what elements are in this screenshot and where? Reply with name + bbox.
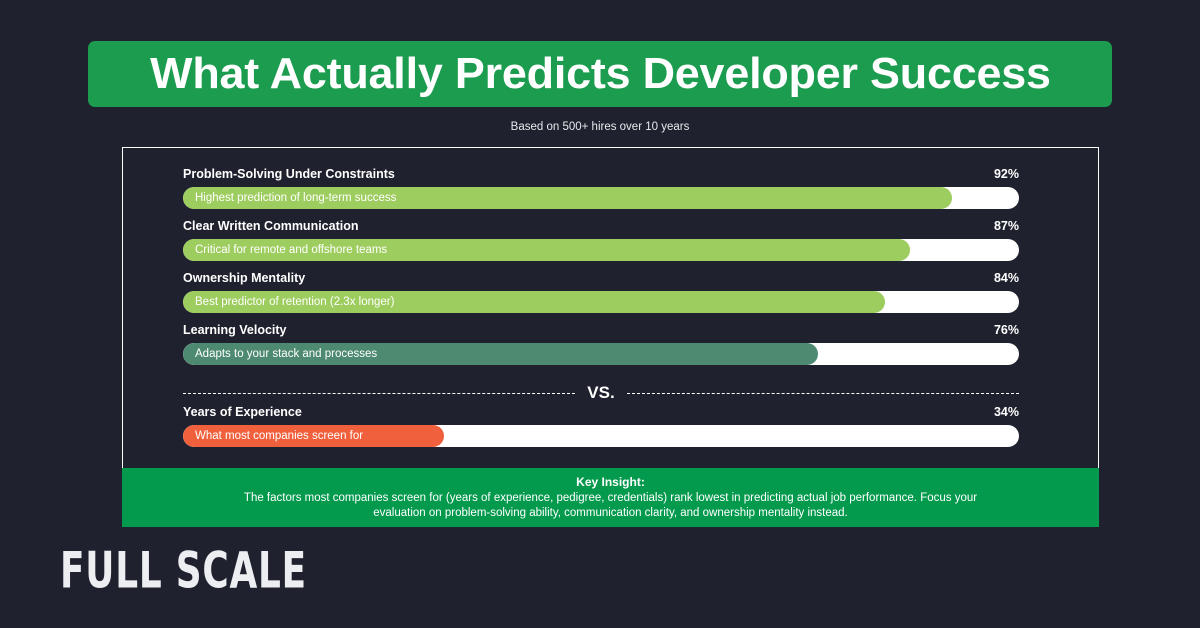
bar-track: Highest prediction of long-term success <box>183 187 1019 209</box>
bar-caption: Critical for remote and offshore teams <box>195 244 388 256</box>
page-title: What Actually Predicts Developer Success <box>149 49 1051 98</box>
bar-header: Learning Velocity 76% <box>183 323 1019 343</box>
bar-track: Adapts to your stack and processes <box>183 343 1019 365</box>
bar-caption: What most companies screen for <box>195 430 364 442</box>
bar-fill: Highest prediction of long-term success <box>183 187 953 209</box>
bar-label: Problem-Solving Under Constraints <box>183 167 395 181</box>
bar-label: Ownership Mentality <box>183 271 306 285</box>
bar-fill: Adapts to your stack and processes <box>183 343 819 365</box>
divider-line-right <box>626 392 1019 394</box>
key-insight-body: The factors most companies screen for (y… <box>243 492 978 519</box>
full-scale-logo: FULL SCALE <box>60 541 307 600</box>
vs-divider: VS. <box>183 383 1019 402</box>
bar-fill: Best predictor of retention (2.3x longer… <box>183 291 886 313</box>
bar-track: Critical for remote and offshore teams <box>183 239 1019 261</box>
bar-header: Clear Written Communication 87% <box>183 219 1019 239</box>
bar-label: Clear Written Communication <box>183 219 359 233</box>
bar-track: What most companies screen for <box>183 425 1019 447</box>
bar-percent: 87% <box>993 219 1019 233</box>
bar-track: Best predictor of retention (2.3x longer… <box>183 291 1019 313</box>
key-insight-panel: Key Insight: The factors most companies … <box>122 468 1099 527</box>
bar-percent: 34% <box>993 405 1019 419</box>
bar-row: Learning Velocity 76% Adapts to your sta… <box>183 323 1019 365</box>
subtitle: Based on 500+ hires over 10 years <box>510 121 690 133</box>
bar-row: Clear Written Communication 87% Critical… <box>183 219 1019 261</box>
bar-row: Years of Experience 34% What most compan… <box>183 405 1019 447</box>
divider-line-left <box>183 392 576 394</box>
bar-caption: Highest prediction of long-term success <box>195 192 397 204</box>
bar-caption: Best predictor of retention (2.3x longer… <box>195 296 395 308</box>
bar-caption: Adapts to your stack and processes <box>195 348 378 360</box>
bar-header: Problem-Solving Under Constraints 92% <box>183 167 1019 187</box>
bar-percent: 92% <box>993 167 1019 181</box>
bar-percent: 84% <box>993 271 1019 285</box>
bar-percent: 76% <box>993 323 1019 337</box>
bar-fill: Critical for remote and offshore teams <box>183 239 911 261</box>
title-banner: What Actually Predicts Developer Success <box>88 41 1112 107</box>
bar-header: Ownership Mentality 84% <box>183 271 1019 291</box>
bar-row: Ownership Mentality 84% Best predictor o… <box>183 271 1019 313</box>
vs-label: VS. <box>587 383 615 402</box>
bar-header: Years of Experience 34% <box>183 405 1019 425</box>
bar-fill: What most companies screen for <box>183 425 444 447</box>
bar-label: Years of Experience <box>183 405 302 419</box>
bar-label: Learning Velocity <box>183 323 287 337</box>
key-insight-title: Key Insight: <box>576 475 645 490</box>
bar-row: Problem-Solving Under Constraints 92% Hi… <box>183 167 1019 209</box>
chart-panel: Problem-Solving Under Constraints 92% Hi… <box>122 147 1099 468</box>
